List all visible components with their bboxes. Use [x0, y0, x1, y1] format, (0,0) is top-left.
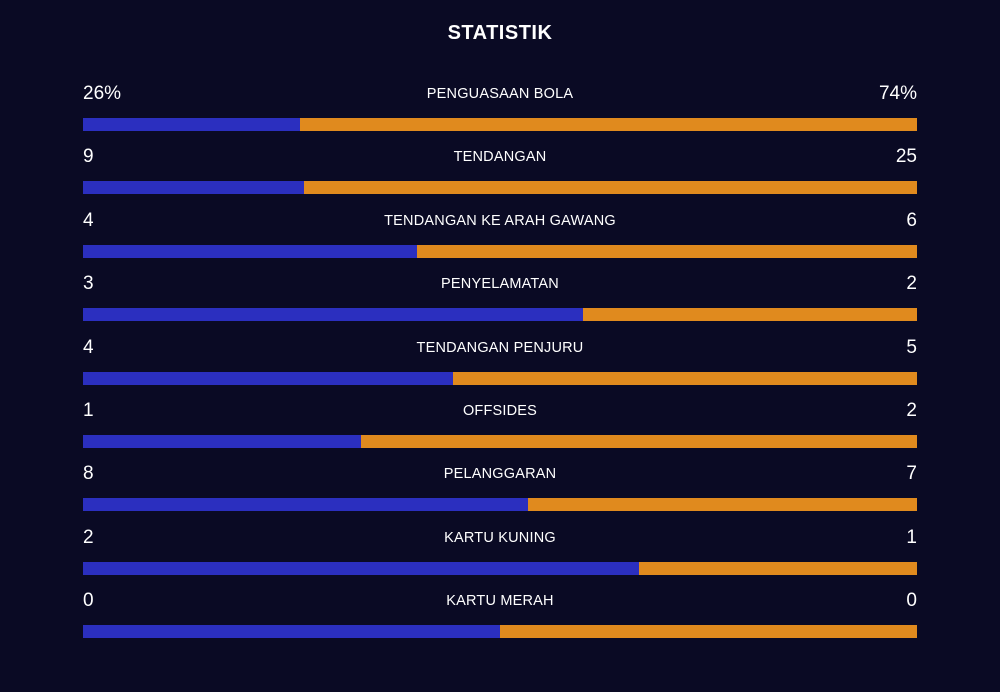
home-bar-fill — [83, 308, 584, 322]
away-bar-fill — [416, 244, 917, 258]
stat-row: PELANGGARAN 8 7 — [83, 460, 917, 523]
home-value: 4 — [83, 336, 94, 358]
stats-title: STATISTIK — [447, 22, 553, 44]
away-bar-fill — [639, 561, 917, 575]
stat-row: KARTU MERAH 0 0 — [83, 587, 917, 650]
stat-label: TENDANGAN PENJURU — [416, 339, 584, 356]
stat-header: KARTU KUNING 2 1 — [83, 524, 917, 562]
comparison-bar — [83, 118, 917, 131]
home-value: 26% — [83, 83, 122, 104]
away-value: 5 — [906, 336, 917, 358]
stat-label: TENDANGAN — [453, 149, 547, 166]
stat-row: TENDANGAN PENJURU 4 5 — [83, 334, 917, 397]
home-bar-fill — [83, 118, 300, 131]
comparison-bar — [83, 371, 917, 385]
stat-header: TENDANGAN PENJURU 4 5 — [83, 334, 917, 372]
home-bar-fill — [83, 181, 304, 195]
away-value: 2 — [906, 273, 917, 295]
home-value: 8 — [83, 463, 94, 485]
stat-header: KARTU MERAH 0 0 — [83, 587, 917, 625]
stat-row: PENGUASAAN BOLA 26% 74% — [83, 80, 917, 143]
away-bar-fill — [453, 371, 917, 385]
away-bar-fill — [299, 118, 917, 131]
stat-header: TENDANGAN KE ARAH GAWANG 4 6 — [83, 207, 917, 245]
stat-row: TENDANGAN 9 25 — [83, 143, 917, 206]
away-value: 0 — [906, 590, 917, 612]
away-value: 1 — [906, 526, 917, 548]
home-value: 4 — [83, 209, 94, 231]
away-value: 2 — [906, 399, 917, 421]
stats-list: PENGUASAAN BOLA 26% 74% TENDANGAN 9 25 TENDANG… — [83, 80, 917, 651]
away-value: 74% — [878, 83, 917, 104]
comparison-bar — [83, 498, 917, 512]
away-bar-fill — [360, 434, 917, 448]
stat-row: OFFSIDES 1 2 — [83, 397, 917, 460]
stat-label: OFFSIDES — [462, 402, 538, 419]
stat-header: TENDANGAN 9 25 — [83, 143, 917, 181]
comparison-bar — [83, 561, 917, 575]
away-value: 7 — [906, 463, 917, 485]
comparison-bar — [83, 181, 917, 195]
home-bar-fill — [83, 434, 361, 448]
home-value: 1 — [83, 399, 94, 421]
home-bar-fill — [83, 498, 528, 512]
comparison-bar — [83, 308, 917, 322]
stat-label: KARTU KUNING — [444, 529, 556, 546]
stat-label: PENGUASAAN BOLA — [426, 86, 574, 102]
stat-header: OFFSIDES 1 2 — [83, 397, 917, 435]
stat-label: PENYELAMATAN — [441, 276, 559, 293]
home-bar-fill — [83, 244, 417, 258]
home-value: 0 — [83, 590, 94, 612]
stat-header: PENGUASAAN BOLA 26% 74% — [83, 80, 917, 118]
home-value: 3 — [83, 273, 94, 295]
home-value: 2 — [83, 526, 94, 548]
stat-label: KARTU MERAH — [446, 593, 554, 610]
stat-label: PELANGGARAN — [443, 466, 557, 483]
away-value: 6 — [906, 209, 917, 231]
stat-header: PELANGGARAN 8 7 — [83, 460, 917, 498]
stat-label: TENDANGAN KE ARAH GAWANG — [384, 212, 616, 229]
comparison-bar — [83, 625, 917, 639]
home-bar-fill — [83, 371, 454, 385]
home-bar-fill — [83, 561, 640, 575]
away-bar-fill — [304, 181, 917, 195]
away-bar-fill — [500, 625, 917, 639]
comparison-bar — [83, 244, 917, 258]
stat-row: TENDANGAN KE ARAH GAWANG 4 6 — [83, 207, 917, 270]
away-bar-fill — [583, 308, 917, 322]
home-bar-fill — [83, 625, 500, 639]
comparison-bar — [83, 434, 917, 448]
away-bar-fill — [527, 498, 917, 512]
away-value: 25 — [895, 146, 917, 168]
stat-header: PENYELAMATAN 3 2 — [83, 270, 917, 308]
stat-row: KARTU KUNING 2 1 — [83, 524, 917, 587]
home-value: 9 — [83, 146, 94, 168]
stat-row: PENYELAMATAN 3 2 — [83, 270, 917, 333]
